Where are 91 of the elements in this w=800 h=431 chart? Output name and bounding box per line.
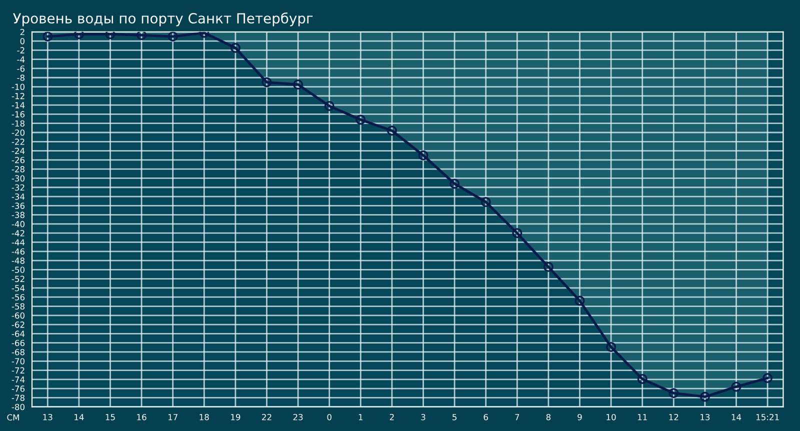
x-tick-label: 22 [262,414,272,420]
point [731,382,742,392]
y-tick-label: 0 [20,38,24,44]
point [762,373,773,384]
y-tick-label: -54 [12,285,25,292]
y-tick-label: -8 [17,74,24,81]
y-tick-label: -38 [12,212,24,218]
point [230,42,240,53]
y-tick-label: -2 [17,47,24,54]
y-tick-label: -24 [12,148,25,154]
y-tick-label: -42 [12,230,24,236]
y-tick-label: -72 [12,367,24,374]
x-tick-label: 10 [606,414,616,420]
x-tick-label: 8 [546,414,551,420]
y-tick-label: -26 [12,156,25,164]
x-tick-label: 11 [638,414,647,420]
x-tick-label: 5 [452,414,456,420]
x-tick-label: 7 [515,414,520,420]
point [42,32,53,42]
x-tick-label: 9 [578,414,582,420]
y-tick-label: 2 [20,28,24,36]
point [606,342,616,352]
point [262,77,272,88]
y-tick-label: -68 [12,348,24,356]
y-tick-label: -58 [12,303,24,310]
point [136,32,147,40]
x-tick-label: 23 [293,414,303,420]
y-tick-label: -10 [12,84,25,90]
y-tick-label: -30 [12,175,25,182]
x-tick-label: 16 [137,414,146,420]
point [168,32,178,42]
x-tick-label: 19 [231,414,240,420]
point [386,126,397,136]
x-tick-label: 2 [390,414,394,420]
x-tick-label: 14 [74,414,84,420]
x-tick-label: 14 [732,414,742,420]
y-tick-label: -46 [12,248,25,255]
y-tick-label: -52 [12,276,24,282]
y-tick-label: -74 [12,376,25,383]
point [105,32,116,40]
x-tick-label: 1 [358,414,363,420]
y-tick-label: -56 [12,294,25,300]
point [293,79,304,90]
y-tick-label: -50 [12,266,25,273]
y-tick-label: -12 [12,92,24,100]
y-tick-label: -78 [12,394,24,402]
y-tick-label: -70 [12,358,25,364]
x-tick-label: 15 [106,414,115,420]
y-tick-label: -32 [12,184,24,191]
x-tick-label: 13 [700,414,710,420]
y-tick-label: -28 [12,166,24,172]
y-tick-label: -16 [12,111,25,118]
y-tick-label: -44 [12,239,25,246]
point [324,100,334,111]
point [74,32,84,40]
y-tick-label: -18 [12,120,24,127]
point [700,392,710,402]
point [668,388,679,398]
y-tick-label: -64 [12,330,25,337]
x-tick-label: 18 [200,414,209,420]
y-axis-title: СМ [7,414,19,421]
x-tick-label: 15:21 [756,414,779,420]
y-tick-label: -76 [12,386,25,392]
x-tick-label: 0 [327,414,332,420]
chart-title: Уровень воды по порту Санкт Петербург [13,12,313,26]
y-tick-label: -34 [12,193,25,200]
y-tick-label: -6 [17,65,25,72]
y-tick-label: -4 [17,56,25,62]
y-tick-label: -20 [12,129,25,136]
y-tick-label: -80 [12,404,25,410]
point [637,374,648,384]
point [543,262,554,272]
point [574,296,585,306]
y-tick-label: -36 [12,202,25,209]
y-tick-label: -40 [12,220,25,228]
x-tick-label: 13 [43,414,52,420]
x-tick-label: 17 [168,414,178,420]
y-tick-label: -60 [12,312,25,319]
y-tick-label: -22 [12,138,24,145]
y-tick-label: -14 [12,102,25,108]
y-tick-label: -66 [12,340,25,346]
x-tick-label: 6 [484,414,488,420]
point [480,197,491,208]
point [418,150,428,160]
point [512,228,522,238]
y-tick-label: -48 [12,258,24,264]
point [356,114,366,125]
x-tick-label: 12 [669,414,678,420]
point [450,178,460,189]
x-tick-label: 3 [421,414,426,420]
y-tick-label: -62 [12,322,24,328]
